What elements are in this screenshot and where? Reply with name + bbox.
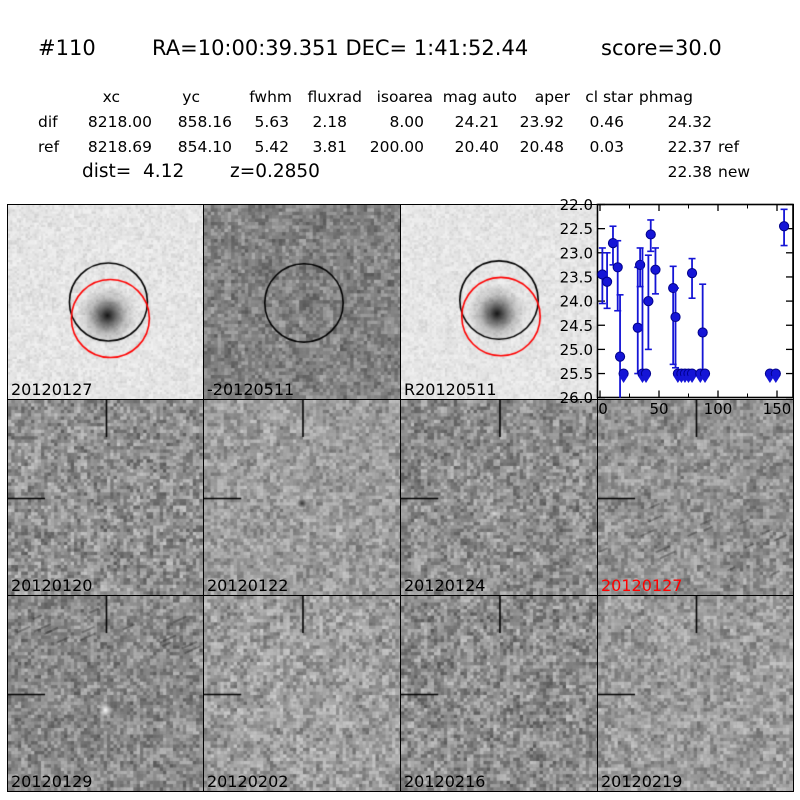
cutout-epoch-1-canvas (8, 400, 203, 595)
cutout-date-label: 20120122 (207, 576, 289, 595)
cutout-epoch-5-canvas (8, 596, 203, 791)
dist-z-line: dist= 4.12 z=0.2850 (0, 161, 800, 185)
col-isoarea: isoarea (376, 88, 433, 106)
candidate-score: score=30.0 (601, 36, 722, 60)
col-mag-auto: mag auto (442, 88, 517, 106)
col-phmag: phmag (638, 88, 693, 106)
col-cl-star: cl star (585, 88, 633, 106)
col-fluxrad: fluxrad (307, 88, 362, 106)
cutout-date-label: 20120120 (11, 576, 93, 595)
cutout-date-label-highlighted: 20120127 (601, 576, 683, 595)
cutout-epoch-7-canvas (401, 596, 597, 791)
cutout-epoch-1: 20120120 (7, 399, 204, 596)
cutout-epoch-6: 20120202 (203, 595, 401, 792)
new-phmag: 22.38 (667, 163, 712, 181)
lightcurve-plot (597, 204, 794, 400)
cutout-epoch-4-detection: 20120127 (597, 399, 794, 596)
title-line: #110 RA=10:00:39.351 DEC= 1:41:52.44 sco… (0, 36, 800, 62)
col-yc: yc (182, 88, 200, 106)
ref-isoarea: 200.00 (369, 138, 424, 156)
dif-fwhm: 5.63 (254, 113, 289, 131)
ref-phmag-suffix: ref (718, 138, 740, 156)
cutout-new-image-canvas (8, 205, 203, 399)
dif-xc: 8218.00 (87, 113, 152, 131)
photometry-table: xc yc fwhm fluxrad isoarea mag auto aper… (0, 88, 800, 188)
cutout-date-label: R20120511 (404, 380, 497, 399)
cutout-date-label: 20120219 (601, 772, 683, 791)
cutout-epoch-6-canvas (204, 596, 400, 791)
ref-fwhm: 5.42 (254, 138, 289, 156)
redshift-value: z=0.2850 (230, 161, 320, 182)
dif-mag-auto: 24.21 (454, 113, 499, 131)
dist-value: dist= 4.12 (82, 161, 185, 182)
candidate-id: #110 (38, 36, 96, 60)
col-xc: xc (102, 88, 120, 106)
cutout-reference-image-canvas (401, 205, 597, 399)
cutout-date-label: -20120511 (207, 380, 295, 399)
cutout-difference-image-canvas (204, 205, 400, 399)
dif-phmag: 24.32 (667, 113, 712, 131)
cutout-epoch-2: 20120122 (203, 399, 401, 596)
dif-isoarea: 8.00 (389, 113, 424, 131)
cutout-epoch-7: 20120216 (400, 595, 598, 792)
photometry-header-row: xc yc fwhm fluxrad isoarea mag auto aper… (0, 88, 800, 110)
photometry-row-new: 22.38 new (0, 163, 800, 185)
dif-yc: 858.16 (177, 113, 232, 131)
cutout-epoch-2-canvas (204, 400, 400, 595)
ref-yc: 854.10 (177, 138, 232, 156)
ref-xc: 8218.69 (87, 138, 152, 156)
cutout-epoch-3: 20120124 (400, 399, 598, 596)
cutout-epoch-5: 20120129 (7, 595, 204, 792)
dif-fluxrad: 2.18 (312, 113, 347, 131)
photometry-row-dif: dif 8218.00 858.16 5.63 2.18 8.00 24.21 … (0, 113, 800, 135)
cutout-epoch-8: 20120219 (597, 595, 794, 792)
new-phmag-suffix: new (718, 163, 751, 181)
ref-aper: 20.48 (519, 138, 564, 156)
row-label-ref: ref (38, 138, 60, 156)
cutout-date-label: 20120216 (404, 772, 486, 791)
cutout-reference-image: R20120511 (400, 204, 598, 400)
cutout-epoch-4-canvas (598, 400, 793, 595)
ref-phmag: 22.37 (667, 138, 712, 156)
dif-aper: 23.92 (519, 113, 564, 131)
cutout-difference-image: -20120511 (203, 204, 401, 400)
ref-fluxrad: 3.81 (312, 138, 347, 156)
ref-mag-auto: 20.40 (454, 138, 499, 156)
cutout-date-label: 20120124 (404, 576, 486, 595)
candidate-coordinates: RA=10:00:39.351 DEC= 1:41:52.44 (152, 36, 529, 60)
ref-cl-star: 0.03 (589, 138, 624, 156)
cutout-date-label: 20120202 (207, 772, 289, 791)
cutout-new-image: 20120127 (7, 204, 204, 400)
dif-cl-star: 0.46 (589, 113, 624, 131)
col-aper: aper (534, 88, 570, 106)
cutout-epoch-8-canvas (598, 596, 793, 791)
cutout-date-label: 20120129 (11, 772, 93, 791)
cutout-date-label: 20120127 (11, 380, 93, 399)
photometry-row-ref: ref 8218.69 854.10 5.42 3.81 200.00 20.4… (0, 138, 800, 160)
row-label-dif: dif (38, 113, 58, 131)
cutout-epoch-3-canvas (401, 400, 597, 595)
col-fwhm: fwhm (249, 88, 292, 106)
